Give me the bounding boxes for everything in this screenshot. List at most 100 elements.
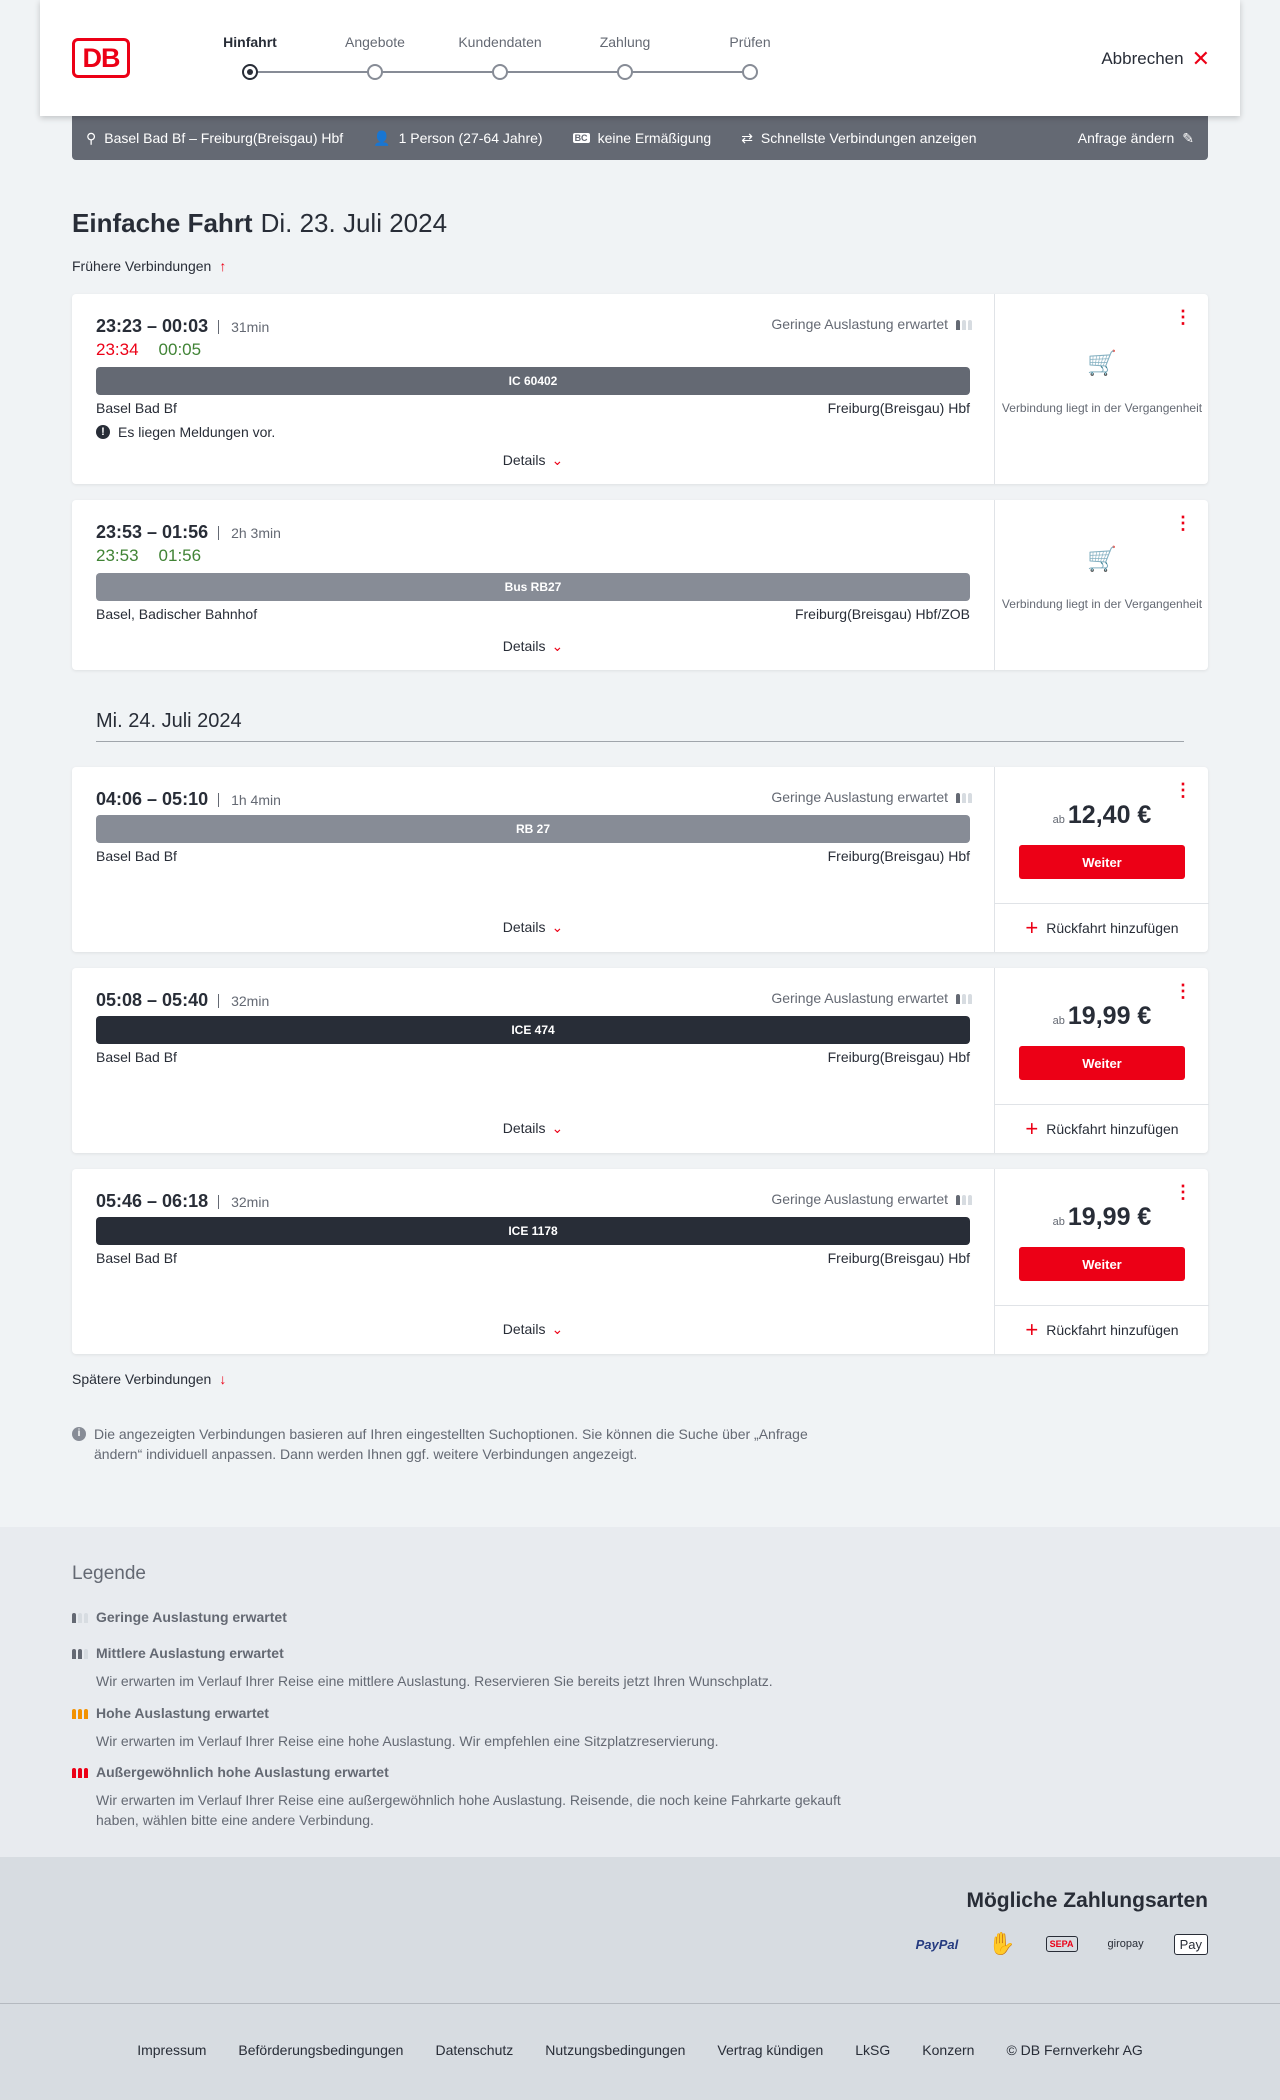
- connection-card: 04:06 – 05:10 1h 4min Geringe Auslastung …: [72, 767, 1209, 952]
- credit-card-hand-icon: ✋: [988, 1931, 1016, 1956]
- step-pruefen: Prüfen: [729, 34, 771, 50]
- details-toggle[interactable]: Details ⌄: [72, 1321, 994, 1338]
- details-label: Details: [502, 1321, 546, 1337]
- arrow-up-icon: ↑: [219, 258, 227, 274]
- legend-item-title: Mittlere Auslastung erwartet: [96, 1645, 284, 1661]
- legend-item: Geringe Auslastung erwartet: [72, 1609, 852, 1625]
- search-options-note: i Die angezeigten Verbindungen basieren a…: [72, 1424, 852, 1464]
- destination: Freiburg(Breisgau) Hbf: [827, 1250, 970, 1266]
- plus-icon: +: [1025, 1317, 1039, 1342]
- message-notice: ! Es liegen Meldungen vor.: [96, 424, 275, 440]
- realtime-arrival: 00:05: [158, 340, 202, 359]
- step-dot: [242, 64, 258, 80]
- details-toggle[interactable]: Details ⌄: [72, 638, 994, 655]
- footer-link-konzern[interactable]: Konzern: [922, 2042, 975, 2058]
- connection-card: 05:46 – 06:18 32min Geringe Auslastung er…: [72, 1169, 1209, 1354]
- offer-column: ⋮ ab 19,99 € Weiter + Rückfahrt hinzufügen: [994, 968, 1209, 1153]
- edit-request-button[interactable]: Anfrage ändern ✎: [1078, 130, 1194, 147]
- discount-info: BC keine Ermäßigung: [572, 130, 711, 146]
- step-zahlung: Zahlung: [599, 34, 651, 50]
- more-options-icon[interactable]: ⋮: [1174, 981, 1192, 1001]
- add-return-button[interactable]: + Rückfahrt hinzufügen: [995, 1104, 1209, 1153]
- connection-card: 23:53 – 01:56 2h 3min 23:53 01:56 Bus RB27…: [72, 500, 1208, 670]
- route-info: ⚲ Basel Bad Bf – Freiburg(Breisgau) Hbf: [86, 130, 343, 147]
- duration: 31min: [218, 320, 269, 334]
- db-logo[interactable]: DB: [72, 38, 130, 78]
- route-label: Basel Bad Bf – Freiburg(Breisgau) Hbf: [104, 130, 344, 146]
- date-heading: Mi. 24. Juli 2024: [96, 710, 1184, 742]
- more-options-icon[interactable]: ⋮: [1174, 1182, 1192, 1202]
- person-icon: 👤: [373, 129, 391, 146]
- connection-card: 05:08 – 05:40 32min Geringe Auslastung er…: [72, 968, 1209, 1153]
- occupancy: Geringe Auslastung erwartet: [771, 789, 972, 805]
- sepa-icon: SEPA: [1045, 1936, 1078, 1952]
- train-bar: ICE 474: [96, 1016, 970, 1044]
- occupancy-low-icon: [956, 791, 972, 803]
- add-return-button[interactable]: + Rückfahrt hinzufügen: [995, 903, 1209, 952]
- price-value: 19,99 €: [1067, 1002, 1152, 1030]
- connection-card: 23:23 – 00:03 31min Geringe Auslastung er…: [72, 294, 1208, 484]
- details-label: Details: [502, 638, 546, 654]
- add-return-button[interactable]: + Rückfahrt hinzufügen: [995, 1305, 1209, 1354]
- details-label: Details: [502, 1120, 546, 1136]
- message-text: Es liegen Meldungen vor.: [118, 424, 276, 440]
- details-toggle[interactable]: Details ⌄: [72, 452, 994, 469]
- add-return-label: Rückfahrt hinzufügen: [1046, 920, 1179, 936]
- step-dot: [742, 64, 758, 80]
- occupancy: Geringe Auslastung erwartet: [771, 316, 972, 332]
- chevron-down-icon: ⌄: [551, 1120, 564, 1136]
- details-label: Details: [502, 452, 546, 468]
- occupancy-label: Geringe Auslastung erwartet: [771, 789, 948, 805]
- pencil-icon: ✎: [1182, 129, 1194, 146]
- occupancy-exceptional-icon: [72, 1766, 88, 1778]
- earlier-connections-link[interactable]: Frühere Verbindungen ↑: [72, 258, 226, 274]
- footer: Impressum Beförderungsbedingungen Datens…: [0, 2003, 1280, 2100]
- duration: 32min: [218, 1195, 269, 1209]
- footer-link-lksg[interactable]: LkSG: [855, 2042, 891, 2058]
- train-bar: IC 60402: [96, 367, 970, 395]
- more-options-icon[interactable]: ⋮: [1174, 780, 1192, 800]
- cart-unavailable-icon: 🛒: [1087, 350, 1117, 377]
- more-options-icon[interactable]: ⋮: [1174, 513, 1192, 533]
- destination: Freiburg(Breisgau) Hbf: [827, 400, 970, 416]
- stations: Basel Bad Bf Freiburg(Breisgau) Hbf: [96, 1049, 970, 1065]
- apple-pay-label: Pay: [1179, 1936, 1202, 1952]
- price-prefix: ab: [1052, 1216, 1065, 1228]
- payment-title: Mögliche Zahlungsarten: [966, 1889, 1208, 1912]
- legend-item-text: Wir erwarten im Verlauf Ihrer Reise eine…: [96, 1792, 841, 1828]
- price-value: 12,40 €: [1067, 801, 1152, 829]
- continue-button[interactable]: Weiter: [1019, 1247, 1185, 1281]
- origin: Basel, Badischer Bahnhof: [96, 606, 258, 622]
- planned-times: 04:06 – 05:10: [96, 789, 209, 809]
- details-toggle[interactable]: Details ⌄: [72, 919, 994, 936]
- footer-link-nutzungsbedingungen[interactable]: Nutzungsbedingungen: [545, 2042, 686, 2058]
- location-pin-icon: ⚲: [86, 129, 97, 146]
- cart-unavailable-icon: 🛒: [1087, 546, 1117, 573]
- planned-times: 05:46 – 06:18: [96, 1191, 209, 1211]
- footer-link-impressum[interactable]: Impressum: [137, 2042, 207, 2058]
- step-dot: [492, 64, 508, 80]
- continue-button[interactable]: Weiter: [1019, 845, 1185, 879]
- legend-item-title: Außergewöhnlich hohe Auslastung erwartet: [96, 1764, 389, 1780]
- page-title: Einfache Fahrt Di. 23. Juli 2024: [72, 208, 447, 239]
- note-text: Die angezeigten Verbindungen basieren au…: [94, 1426, 808, 1462]
- more-options-icon[interactable]: ⋮: [1174, 307, 1192, 327]
- details-toggle[interactable]: Details ⌄: [72, 1120, 994, 1137]
- footer-link-datenschutz[interactable]: Datenschutz: [435, 2042, 514, 2058]
- continue-button[interactable]: Weiter: [1019, 1046, 1185, 1080]
- payment-methods: PayPal ✋ SEPA giropay Pay: [916, 1931, 1208, 1957]
- footer-link-vertrag-kuendigen[interactable]: Vertrag kündigen: [717, 2042, 824, 2058]
- occupancy-label: Geringe Auslastung erwartet: [771, 1191, 948, 1207]
- offer-column: ⋮ ab 12,40 € Weiter + Rückfahrt hinzufügen: [994, 767, 1209, 952]
- occupancy-high-icon: [72, 1707, 88, 1719]
- cancel-button[interactable]: Abbrechen ✕: [1101, 46, 1210, 72]
- trip-date: Di. 23. Juli 2024: [260, 208, 448, 238]
- offer-column: ⋮ ab 19,99 € Weiter + Rückfahrt hinzufügen: [994, 1169, 1209, 1354]
- step-kundendaten: Kundendaten: [458, 34, 542, 50]
- paypal-icon: PayPal: [915, 1936, 959, 1952]
- later-connections-link[interactable]: Spätere Verbindungen ↓: [72, 1371, 226, 1387]
- exclamation-icon: !: [96, 425, 110, 439]
- price: ab 19,99 €: [995, 1203, 1209, 1232]
- footer-link-befoerderungsbedingungen[interactable]: Beförderungsbedingungen: [238, 2042, 404, 2058]
- plus-icon: +: [1025, 1116, 1039, 1141]
